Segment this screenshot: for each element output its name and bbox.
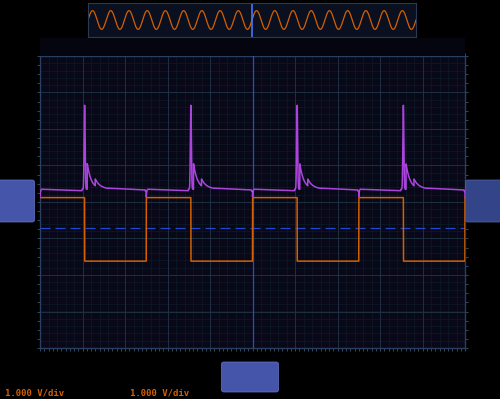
Text: Triggered: Triggered: [415, 41, 460, 50]
Text: 1.000 V/div: 1.000 V/div: [130, 389, 189, 398]
Text: 1.000 V/div: 1.000 V/div: [5, 389, 64, 398]
Text: ^: ^: [480, 191, 488, 200]
Text: 500.000 ns/div  800 Samples at 100 MHz/10 ns: 500.000 ns/div 800 Samples at 100 MHz/10…: [42, 41, 262, 50]
Text: < >: < >: [241, 373, 259, 381]
Text: v: v: [481, 204, 487, 213]
Text: >: >: [11, 194, 21, 207]
